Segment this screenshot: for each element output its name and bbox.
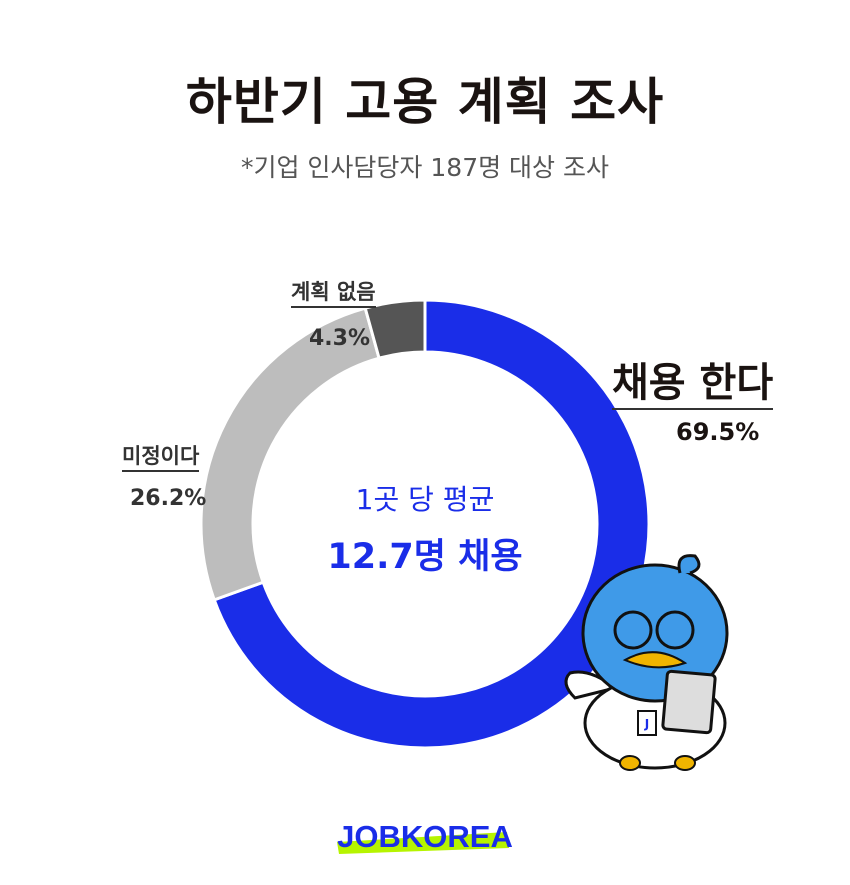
label-hire: 채용 한다 xyxy=(612,350,774,410)
label-undecided-name: 미정이다 xyxy=(122,444,200,472)
label-noplan-value: 4.3% xyxy=(309,326,371,351)
page-title: 하반기 고용 계획 조사 xyxy=(185,73,665,131)
jobkorea-logo: JOBKOREA xyxy=(337,819,513,854)
label-hire-name: 채용 한다 xyxy=(612,360,774,410)
mascot-illustration: J xyxy=(564,554,729,771)
label-noplan: 계획 없음 xyxy=(291,276,376,308)
slice-hire xyxy=(212,298,651,750)
svg-text:JOBKOREA: JOBKOREA xyxy=(337,819,513,854)
label-undecided: 미정이다 xyxy=(122,440,200,472)
subtitle: *기업 인사담당자 187명 대상 조사 xyxy=(240,153,609,182)
label-undecided-value: 26.2% xyxy=(130,486,207,511)
mascot-badge: J xyxy=(644,717,649,731)
slice-noplan xyxy=(363,298,427,361)
label-hire-value: 69.5% xyxy=(676,418,760,446)
center-line2: 12.7명 채용 xyxy=(327,537,523,577)
label-noplan-name: 계획 없음 xyxy=(291,280,376,308)
center-line1: 1곳 당 평균 xyxy=(355,483,495,516)
